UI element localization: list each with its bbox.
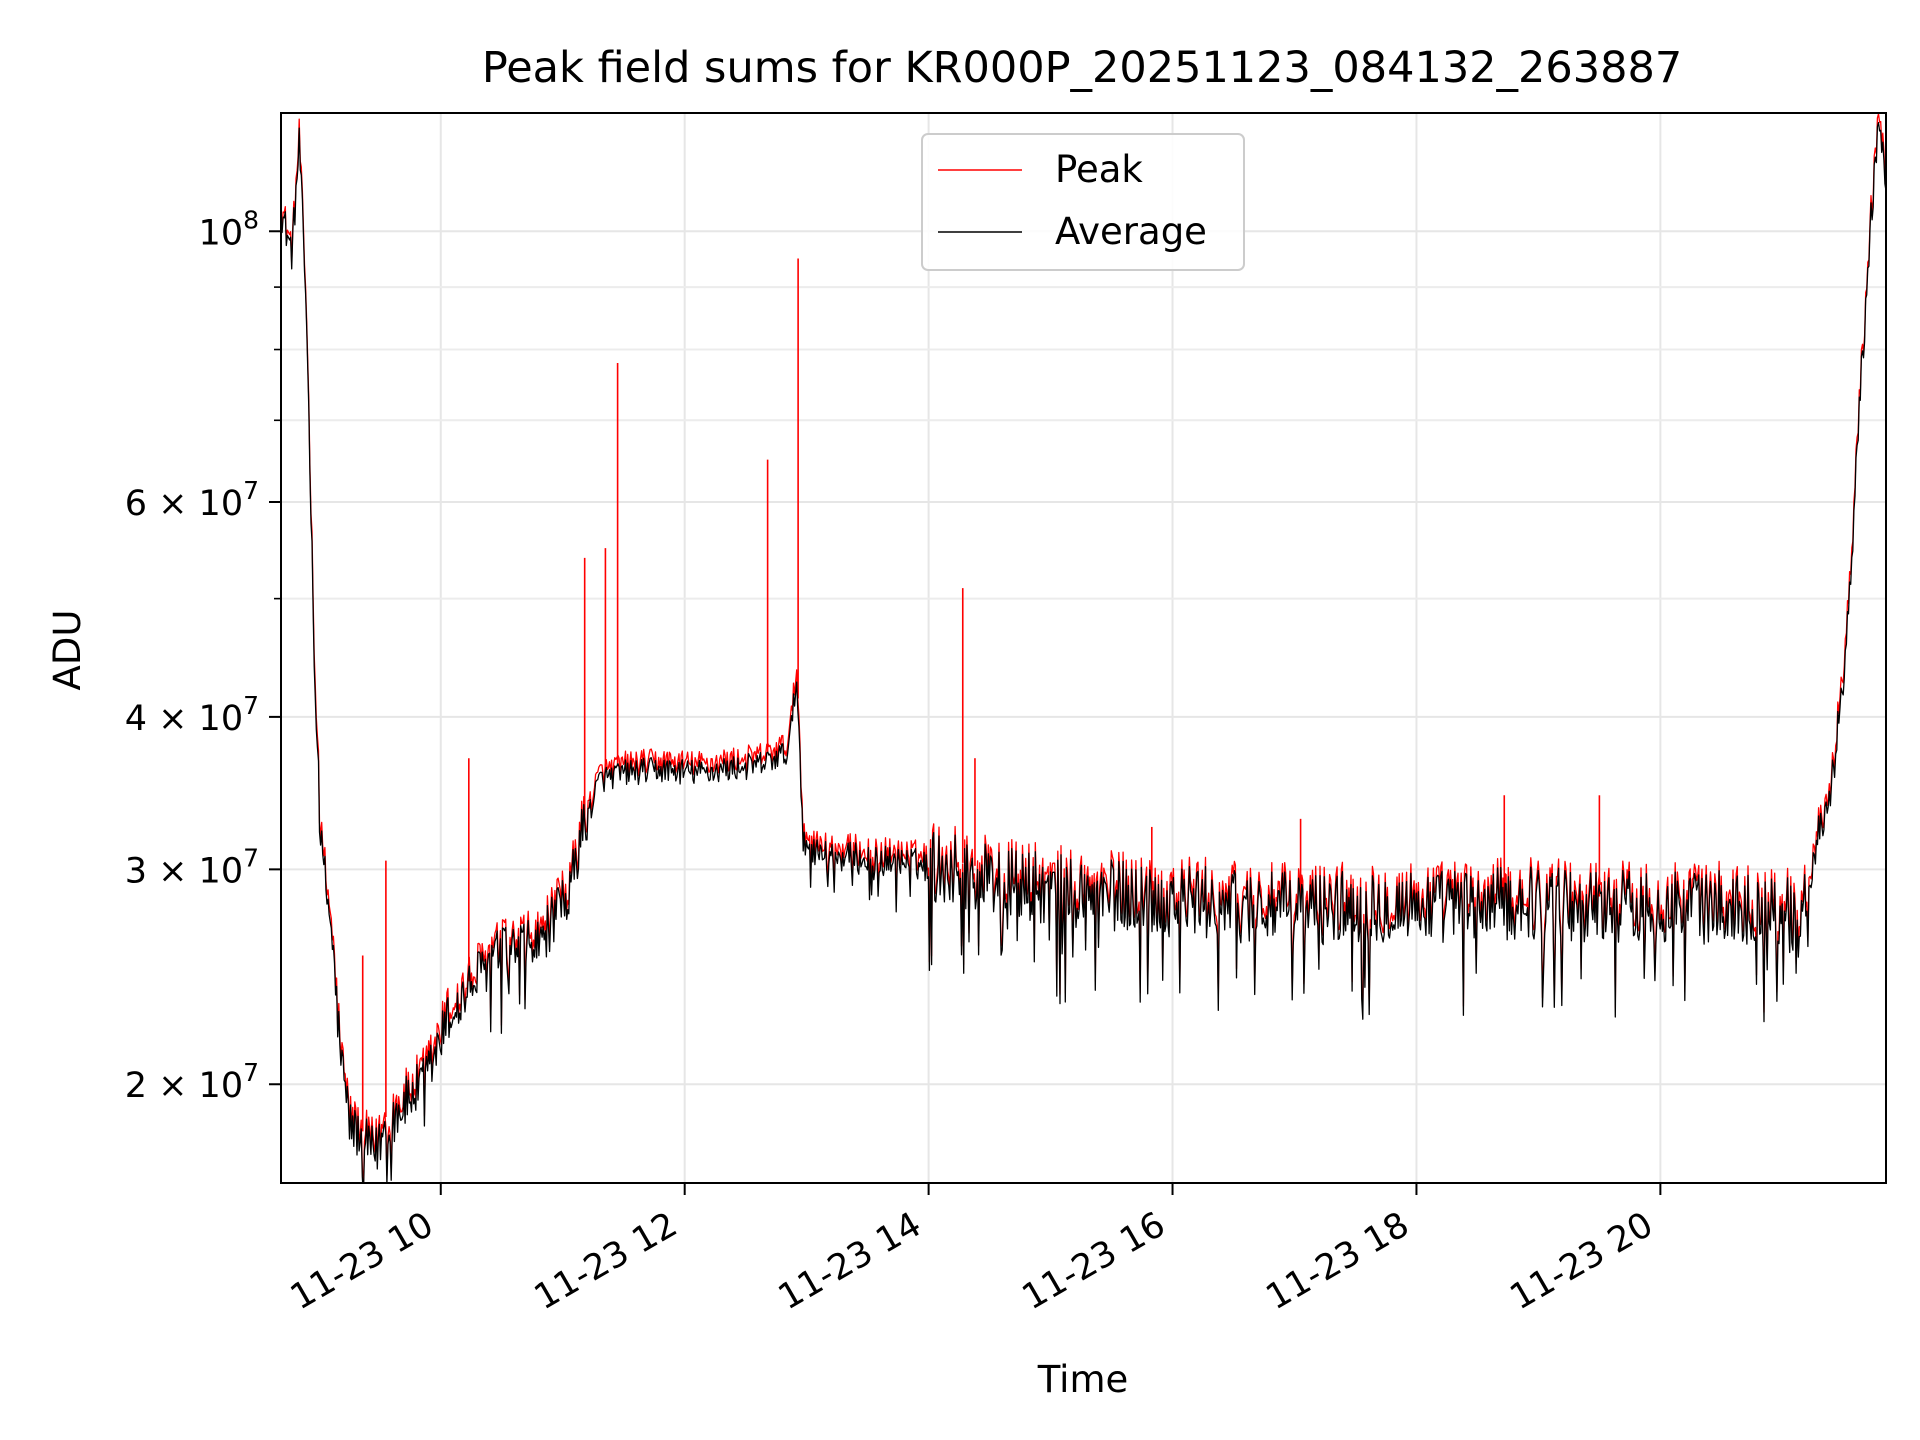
y-tick-label: 108 [199, 205, 259, 253]
x-axis-label: Time [1037, 1358, 1129, 1401]
legend-label-peak: Peak [1055, 148, 1143, 191]
plot-frame [280, 112, 1887, 1184]
series-layer [281, 113, 1886, 1183]
y-axis: 2 × 107 3 × 107 4 × 107 6 × 107 108 [125, 205, 281, 1106]
y-tick-label: 2 × 107 [125, 1058, 259, 1106]
chart-title: Peak field sums for KR000P_20251123_0841… [482, 43, 1682, 93]
y-axis-label: ADU [46, 610, 89, 691]
legend: Peak Average [921, 133, 1245, 271]
legend-label-average: Average [1055, 210, 1207, 253]
y-tick-label: 6 × 107 [125, 476, 259, 524]
legend-box [921, 133, 1245, 271]
y-tick-label: 4 × 107 [125, 691, 259, 739]
series-line-average [281, 121, 1886, 1183]
y-tick-label: 3 × 107 [125, 843, 259, 891]
